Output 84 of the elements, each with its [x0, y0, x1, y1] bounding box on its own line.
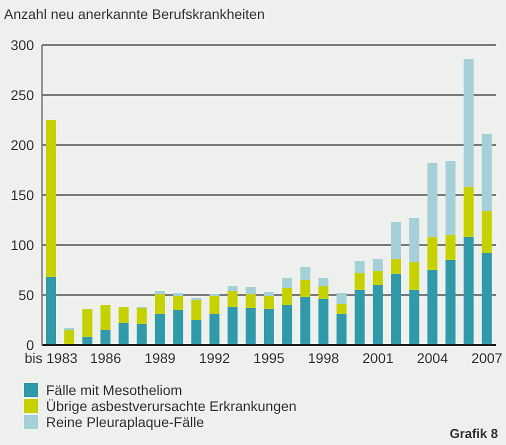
x-tick-label: 1989	[144, 350, 176, 366]
bar	[482, 134, 492, 211]
bar	[336, 304, 347, 314]
bar	[409, 290, 420, 345]
bar	[446, 161, 456, 235]
bar	[173, 293, 184, 296]
bar	[191, 320, 202, 345]
bar	[136, 324, 147, 345]
x-tick-label: 1998	[308, 350, 340, 366]
bar	[136, 308, 147, 324]
bar	[372, 259, 383, 271]
bar	[354, 290, 365, 345]
bar	[82, 309, 92, 337]
bar	[264, 296, 274, 309]
bar	[464, 59, 474, 187]
bar	[446, 260, 456, 345]
bar	[427, 237, 438, 270]
bar	[427, 270, 438, 345]
y-tick-label: 200	[10, 136, 34, 153]
y-axis-title: Anzahl neu anerkannte Berufskrankheiten	[4, 6, 265, 22]
bar	[282, 305, 292, 345]
bar	[246, 294, 256, 308]
bar	[336, 314, 347, 345]
bar	[464, 237, 474, 345]
bar	[173, 310, 184, 345]
bar	[318, 299, 328, 345]
bar	[464, 187, 474, 237]
y-tick-label: 50	[18, 286, 34, 303]
y-tick-label: 150	[10, 186, 34, 203]
bar	[100, 305, 110, 330]
y-tick-label: 300	[10, 36, 34, 53]
bar	[391, 274, 402, 345]
bar	[264, 292, 274, 296]
x-tick-label: 1995	[253, 350, 285, 366]
x-tick-label: 2007	[471, 350, 503, 366]
x-tick-label: 2004	[416, 350, 448, 366]
text: Grafik 8	[450, 426, 498, 441]
bar	[318, 286, 328, 299]
bar	[318, 278, 328, 286]
legend-label: Übrige asbestverursachte Erkrankungen	[46, 398, 297, 414]
bar	[282, 278, 292, 288]
bar	[482, 211, 492, 253]
bar	[482, 253, 492, 345]
bar	[64, 330, 74, 345]
x-tick-label: 1992	[198, 350, 230, 366]
bar	[446, 235, 456, 260]
bar	[354, 261, 365, 273]
bar	[209, 314, 220, 345]
bar	[118, 307, 129, 323]
bar	[409, 218, 420, 262]
bar	[100, 330, 110, 345]
bar	[228, 291, 238, 307]
bar	[372, 271, 383, 285]
bar	[228, 286, 238, 291]
bar	[300, 280, 310, 297]
bar	[372, 285, 383, 345]
x-tick-label: 1986	[90, 350, 122, 366]
bar	[391, 222, 402, 259]
bar	[409, 262, 420, 290]
bar	[154, 291, 165, 294]
y-tick-label: 250	[10, 86, 34, 103]
legend-label: Fälle mit Mesotheliom	[46, 382, 182, 398]
bar	[191, 300, 202, 320]
bar	[46, 120, 56, 277]
bar	[118, 323, 129, 345]
bar	[300, 267, 310, 280]
bar	[336, 293, 347, 304]
bar	[154, 294, 165, 314]
bar	[427, 163, 438, 237]
bar	[46, 277, 56, 345]
bar	[228, 307, 238, 345]
bar	[391, 259, 402, 274]
bar	[300, 297, 310, 345]
bar	[154, 314, 165, 345]
bar	[354, 273, 365, 290]
bar	[209, 296, 220, 314]
legend-label: Reine Pleuraplaque-Fälle	[46, 414, 204, 430]
bar	[282, 288, 292, 305]
x-tick-label: 2001	[362, 350, 394, 366]
bar	[246, 287, 256, 294]
y-tick-label: 100	[10, 236, 34, 253]
bar	[246, 308, 256, 345]
bar	[264, 309, 274, 345]
bar	[173, 296, 184, 310]
